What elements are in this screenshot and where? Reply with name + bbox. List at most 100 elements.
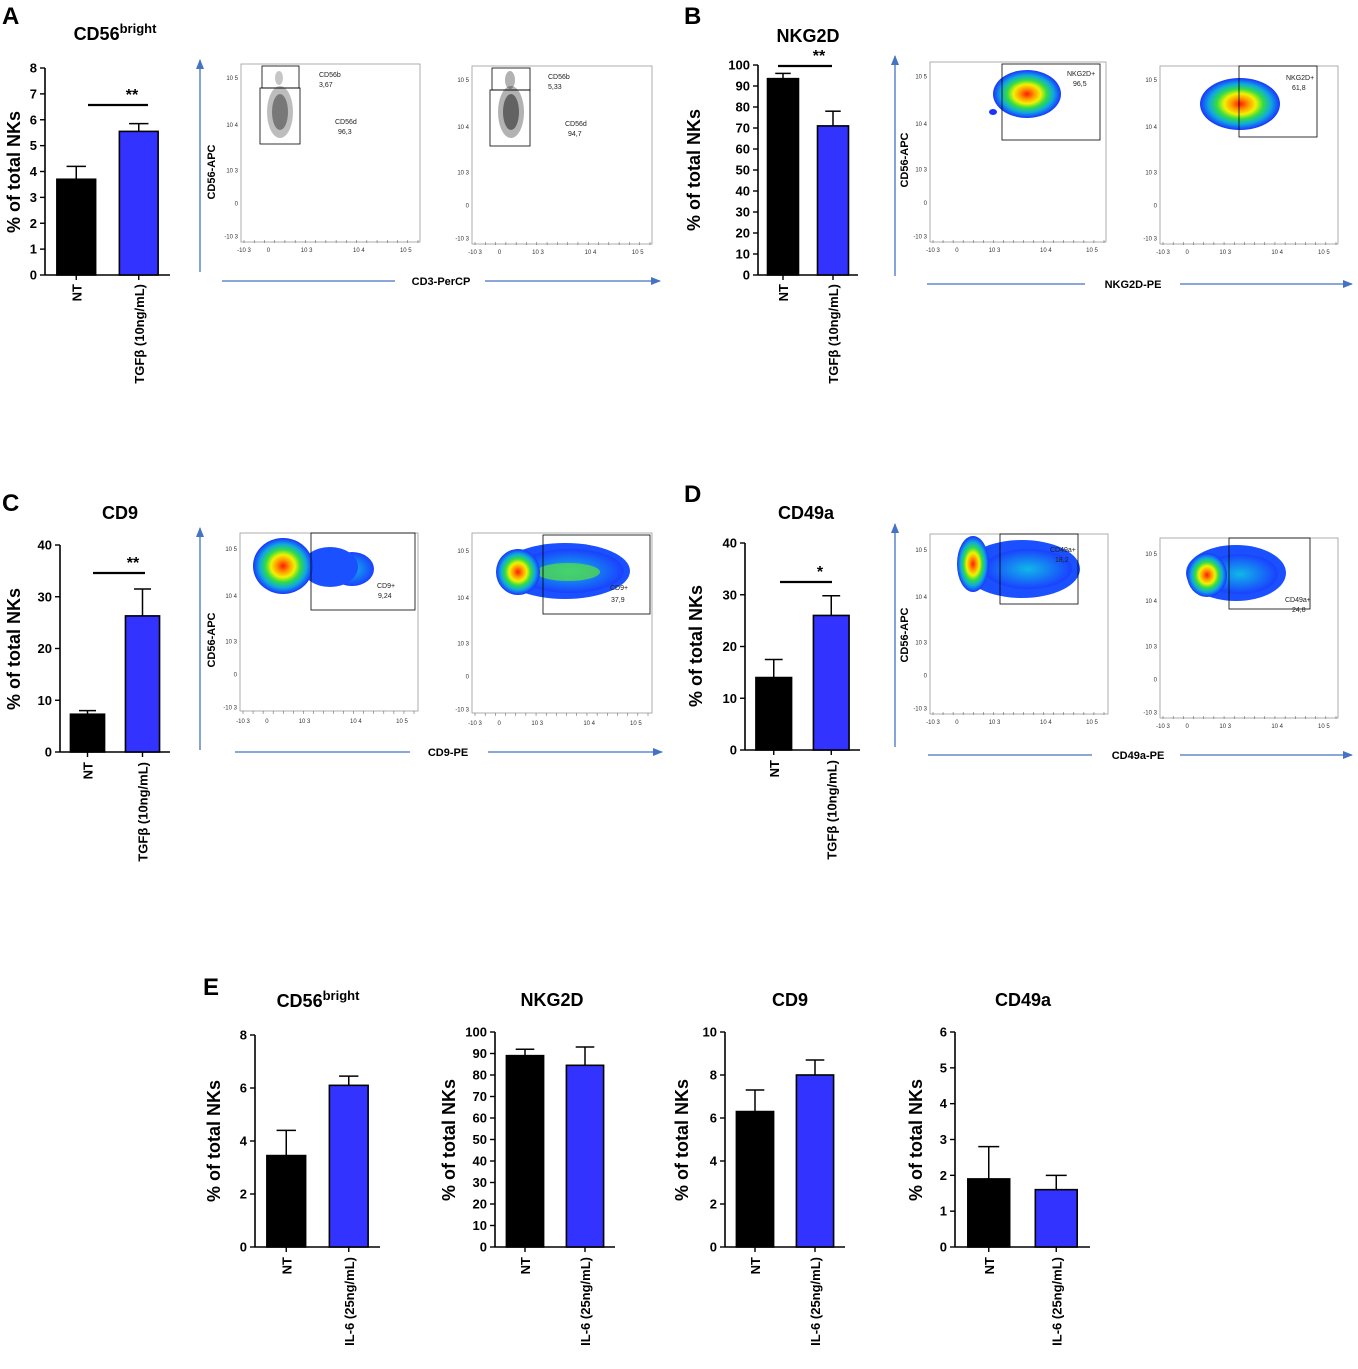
bar-treated [124, 615, 161, 753]
x-tick-label: NT [776, 284, 791, 301]
bar-treated [328, 1084, 369, 1248]
flow-x-tick-label: -10 3 [926, 720, 940, 726]
flow-x-tick-label: 10 3 [989, 720, 1001, 726]
flow-x-tick-label: 10 4 [1040, 248, 1052, 254]
flow-x-tick-label: 10 3 [299, 719, 311, 725]
y-tick-label: 30 [736, 205, 750, 220]
y-axis-label: % of total NKs [439, 1079, 459, 1201]
flow-x-tick-label: 10 5 [396, 719, 408, 725]
flow-x-label: CD49a-PE [1112, 750, 1165, 762]
y-tick-label: 5 [940, 1060, 947, 1075]
bar-nt [766, 77, 800, 276]
y-tick-label: 50 [736, 163, 750, 178]
panel-letter-b: B [684, 3, 701, 30]
x-tick-label: IL-6 (25ng/mL) [578, 1257, 593, 1346]
gate-value: 61,8 [1292, 85, 1306, 92]
flow-y-tick-label: 0 [924, 673, 928, 679]
bar-treated [816, 125, 850, 276]
y-tick-label: 4 [940, 1096, 948, 1111]
y-tick-label: 100 [465, 1025, 487, 1040]
flow-y-tick-label: 0 [466, 674, 470, 680]
flow-x-tick-label: 10 4 [1040, 720, 1052, 726]
y-axis-label: % of total NKs [4, 588, 24, 710]
flow-y-tick-label: 0 [1154, 677, 1158, 683]
flow-y-tick-label: 10 4 [1145, 125, 1157, 131]
x-tick-label: NT [279, 1257, 294, 1274]
flow-y-tick-label: 10 5 [457, 549, 469, 555]
gate-label: CD9+ [610, 585, 628, 592]
y-tick-label: 7 [30, 86, 37, 101]
flow-plot-c-tgfb: CD9+ 37,9 -10 3 0 10 3 10 4 10 5 10 5 10 4 10 3… [455, 532, 653, 727]
gate-label: NKG2D+ [1067, 71, 1095, 78]
flow-y-tick-label: 10 3 [457, 641, 469, 647]
flow-y-tick-label: 10 4 [226, 123, 238, 129]
gate-value: 24,8 [1292, 607, 1306, 614]
flow-y-tick-label: 10 5 [226, 76, 238, 82]
significance-label: ** [126, 87, 139, 104]
flow-y-label: CD56-APC [206, 144, 218, 199]
y-tick-label: 8 [710, 1068, 717, 1083]
y-tick-label: 5 [30, 138, 37, 153]
y-tick-label: 20 [473, 1197, 487, 1212]
flow-x-tick-label: 10 4 [585, 250, 597, 256]
gate-value: 94,7 [568, 131, 582, 138]
x-tick-label: TGFβ (10ng/mL) [824, 760, 839, 860]
flow-x-tick-label: 10 5 [1086, 248, 1098, 254]
x-tick-label: NT [748, 1257, 763, 1274]
flow-y-tick-label: 10 5 [1145, 552, 1157, 558]
flow-y-tick-label: 10 5 [225, 547, 237, 553]
gate-positive [542, 534, 651, 615]
flow-x-tick-label: -10 3 [236, 719, 250, 725]
y-tick-label: 70 [736, 121, 750, 136]
gate-label: CD49a+ [1050, 547, 1076, 554]
x-tick-label: NT [518, 1257, 533, 1274]
bar-chart-cd49a-tgfb: CD49a % of total NKs 0 10 20 30 40 NT TGFβ (10ng… [686, 503, 860, 860]
gate-dim [489, 89, 531, 147]
flow-y-tick-label: 10 4 [457, 596, 469, 602]
flow-x-tick-label: 10 4 [1271, 250, 1283, 256]
gate-value: 96,5 [1073, 81, 1087, 88]
gate-value: 5,33 [548, 84, 562, 91]
y-tick-label: 60 [473, 1111, 487, 1126]
x-tick-label: NT [982, 1257, 997, 1274]
y-tick-label: 2 [710, 1197, 717, 1212]
y-tick-label: 0 [30, 268, 37, 283]
y-tick-label: 0 [45, 745, 52, 760]
flow-y-tick-label: 10 4 [457, 125, 469, 131]
x-tick-label: TGFβ (10ng/mL) [132, 284, 147, 384]
y-tick-label: 8 [240, 1028, 247, 1043]
flow-x-tick-label: -10 3 [237, 248, 251, 254]
flow-x-tick-label: 0 [498, 721, 502, 727]
chart-title: CD49a [778, 503, 835, 523]
y-tick-label: 20 [723, 639, 737, 654]
chart-title: CD49a [995, 990, 1052, 1010]
flow-x-tick-label: 10 3 [532, 250, 544, 256]
chart-title: NKG2D [776, 26, 839, 46]
flow-x-tick-label: -10 3 [468, 721, 482, 727]
flow-x-tick-label: 0 [498, 250, 502, 256]
flow-plot-d-tgfb: CD49a+ 24,8 -10 3 0 10 3 10 4 10 5 10 5 10 4 10… [1143, 537, 1339, 730]
y-tick-label: 30 [723, 587, 737, 602]
bar-nt [56, 178, 97, 276]
dot-cloud [267, 71, 293, 138]
flow-y-tick-label: 10 3 [915, 640, 927, 646]
flow-y-tick-label: 10 3 [225, 639, 237, 645]
flow-y-tick-label: 10 3 [915, 168, 927, 174]
flow-panel-a: CD56-APC CD3-PerCP CD56b 3,67 CD56d 96,3… [196, 59, 661, 288]
flow-y-tick-label: 10 4 [915, 595, 927, 601]
y-tick-label: 0 [940, 1240, 947, 1255]
y-tick-label: 0 [710, 1240, 717, 1255]
y-tick-label: 90 [473, 1046, 487, 1061]
flow-x-tick-label: -10 3 [1156, 724, 1170, 730]
flow-x-tick-label: 10 5 [1318, 724, 1330, 730]
flow-x-tick-label: 10 5 [1086, 720, 1098, 726]
chart-title: CD9 [102, 503, 138, 523]
flow-x-tick-label: 10 3 [1219, 724, 1231, 730]
flow-y-tick-label: -10 3 [913, 707, 927, 713]
y-tick-label: 10 [723, 691, 737, 706]
gate-label: NKG2D+ [1286, 75, 1314, 82]
y-tick-label: 10 [703, 1025, 717, 1040]
flow-y-label: CD56-APC [206, 612, 218, 667]
y-tick-label: 1 [30, 242, 37, 257]
bar-chart-nkg2d-tgfb: NKG2D % of total NKs 0 10 20 30 40 50 60 70 80 90 10… [684, 26, 858, 384]
